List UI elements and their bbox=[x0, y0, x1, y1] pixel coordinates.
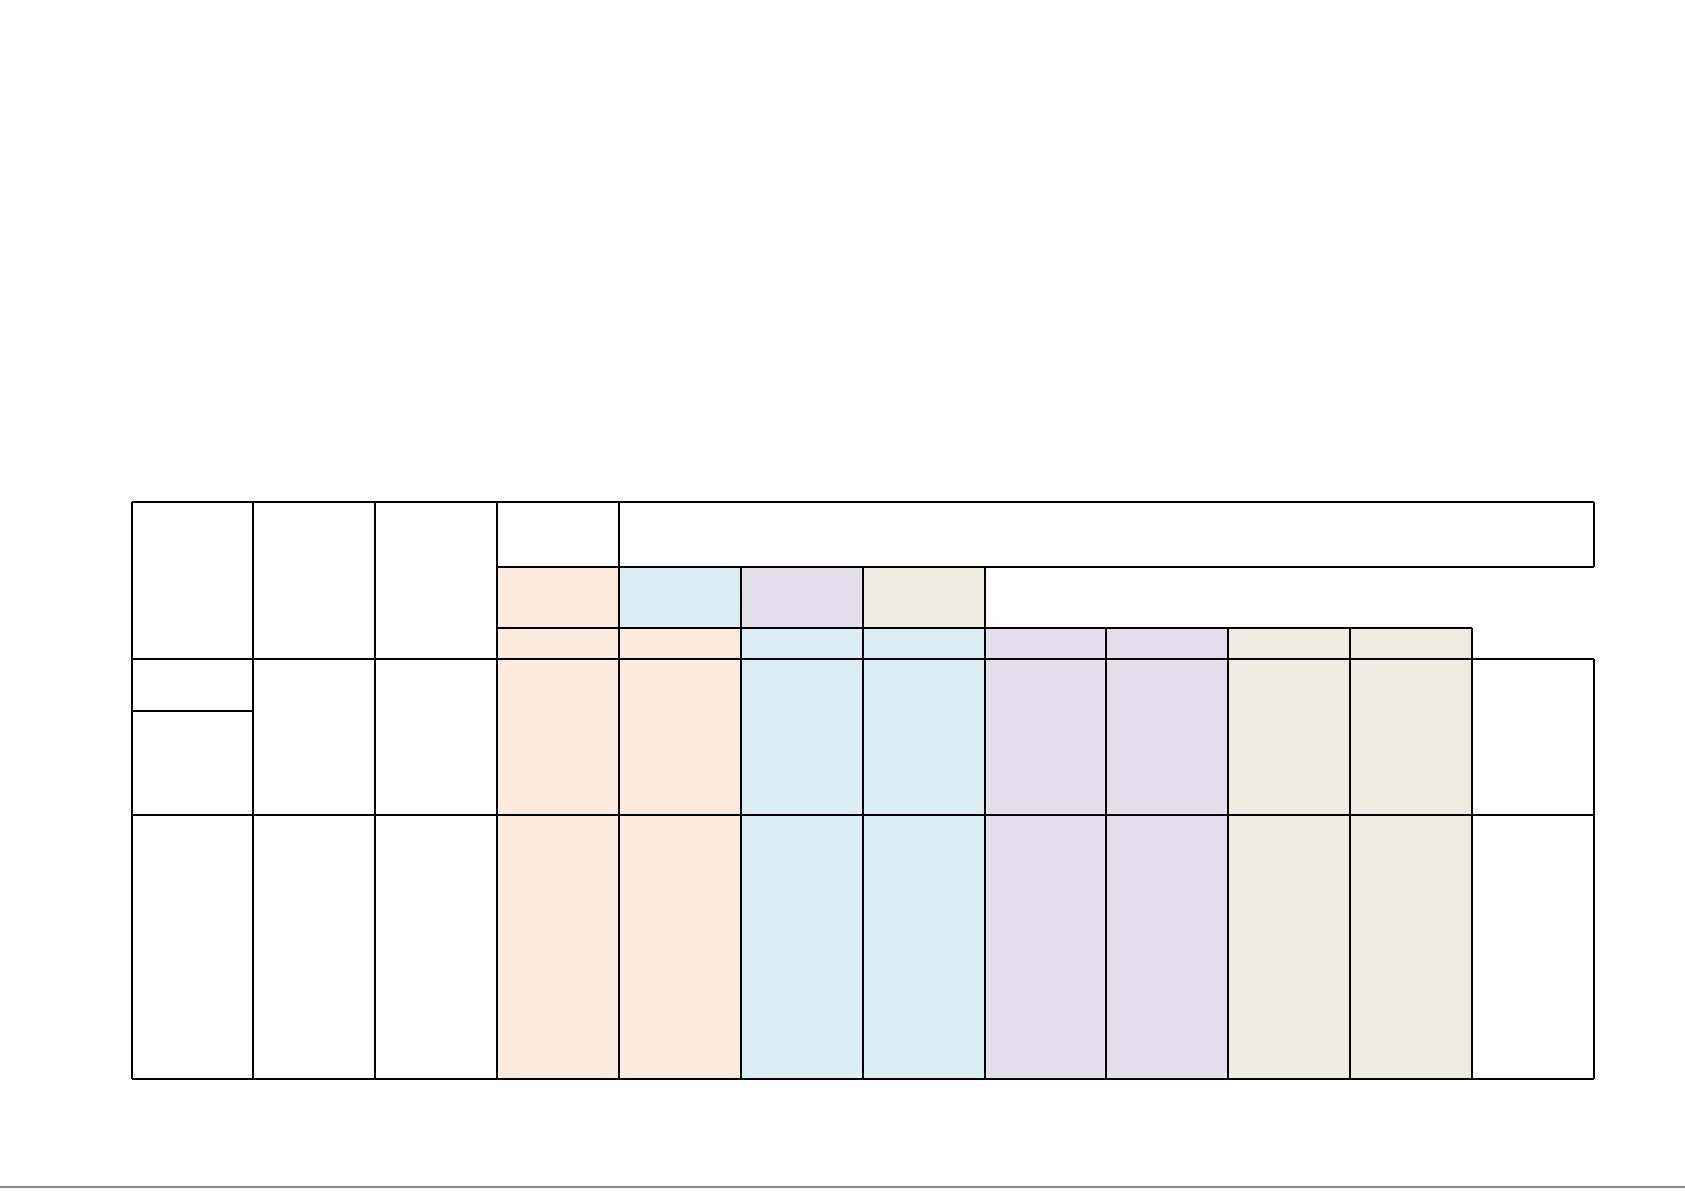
data-column-fill bbox=[1350, 628, 1472, 1079]
header-group-cell bbox=[619, 567, 741, 628]
data-column-fill bbox=[619, 628, 741, 1079]
data-column-fill bbox=[985, 628, 1106, 1079]
header-group-cell bbox=[741, 567, 863, 628]
data-column-fill bbox=[1228, 628, 1350, 1079]
data-column-fill bbox=[741, 628, 863, 1079]
header-group-cell bbox=[497, 567, 619, 628]
data-column-fill bbox=[1106, 628, 1228, 1079]
header-group-cell bbox=[863, 567, 985, 628]
data-column-fill bbox=[497, 628, 619, 1079]
data-column-fill bbox=[863, 628, 985, 1079]
page-bottom-rule bbox=[0, 1186, 1685, 1188]
